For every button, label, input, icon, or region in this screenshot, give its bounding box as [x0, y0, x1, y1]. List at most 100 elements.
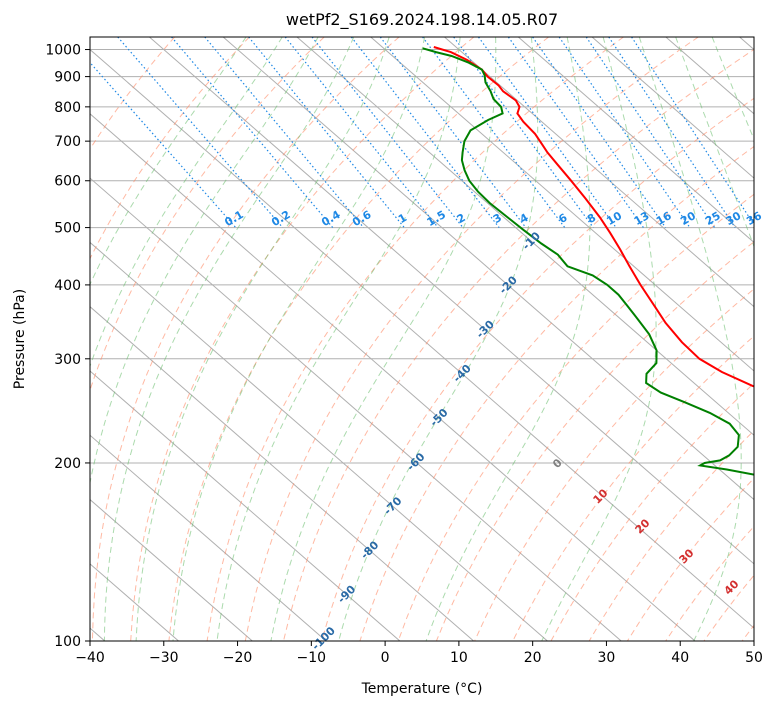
- x-tick-label: 40: [671, 650, 689, 666]
- moist-adiabat-label: 10: [591, 486, 611, 506]
- profile-line-2: [422, 47, 754, 476]
- moist-adiabat: [338, 37, 539, 641]
- isopleth-labels: 0.1 0.2 0.4 0.6 1 1.5 2 3 4 6 8 10 13 16 20 25 30 36-100-…: [222, 208, 764, 653]
- y-axis-label: Pressure (hPa): [12, 289, 28, 389]
- mixing-ratio-label: 13: [632, 209, 652, 228]
- isotherm-line: [90, 241, 548, 641]
- y-tick-label: 100: [54, 634, 81, 650]
- isotherm-line: [90, 113, 696, 641]
- mixing-ratio-line: [585, 37, 716, 228]
- y-tick-label: 1000: [45, 43, 81, 59]
- isotherm-line: [90, 306, 474, 641]
- dry-adiabat: [283, 48, 754, 641]
- mixing-ratio-label: 1.5: [425, 208, 448, 229]
- mixing-ratio-line: [171, 37, 334, 228]
- moist-adiabat: [270, 37, 497, 641]
- chart-title: wetPf2_S169.2024.198.14.05.R07: [286, 10, 558, 30]
- background-lines: [90, 37, 754, 641]
- mixing-ratio-line: [90, 61, 237, 228]
- dry-adiabat: [90, 37, 325, 392]
- isotherm-line: [90, 370, 401, 641]
- x-tick-label: 10: [450, 650, 468, 666]
- moist-adiabat: [638, 37, 742, 641]
- y-tick-label: 200: [54, 456, 81, 472]
- x-axis: −40 −30 −20 −10 0 10 20 30 40 50: [75, 641, 763, 666]
- dry-adiabat: [90, 37, 250, 260]
- dry-adiabat: [244, 37, 699, 641]
- mixing-ratio-label: 16: [654, 209, 674, 228]
- dry-adiabat: [550, 382, 754, 641]
- mixing-ratio-line: [558, 37, 691, 228]
- isotherm-line: [90, 48, 754, 629]
- isotherm-line: [90, 177, 622, 641]
- isotherm-label: -100: [309, 624, 338, 653]
- isotherm-line: [591, 37, 754, 179]
- x-tick-label: −30: [149, 650, 179, 666]
- dry-adiabat: [397, 193, 754, 641]
- isotherm-line: [222, 37, 754, 501]
- moist-adiabat: [711, 37, 754, 141]
- x-tick-label: −40: [75, 650, 105, 666]
- plot-frame: [89, 36, 755, 642]
- moist-adiabat: [90, 37, 319, 486]
- isotherm-line: [444, 37, 754, 308]
- isotherm-line: [149, 37, 754, 565]
- moist-adiabat: [135, 37, 390, 641]
- x-axis-label: Temperature (°C): [361, 681, 483, 697]
- x-tick-label: 30: [598, 650, 616, 666]
- moist-adiabat: [172, 37, 426, 641]
- mixing-ratio-label: 6: [556, 211, 569, 226]
- x-tick-label: 0: [381, 650, 390, 666]
- y-tick-label: 700: [54, 134, 81, 150]
- mixing-ratio-line: [478, 37, 617, 228]
- dry-adiabat: [91, 37, 400, 641]
- moist-adiabat: [425, 37, 591, 641]
- y-tick-label: 900: [54, 70, 81, 86]
- mixing-ratio-line: [204, 37, 365, 228]
- mixing-ratio-label: 30: [723, 209, 743, 228]
- x-tick-label: 50: [745, 650, 763, 666]
- isotherm-line: [296, 37, 754, 436]
- moist-adiabat-label: 20: [633, 516, 653, 536]
- mixing-ratio-line: [422, 37, 566, 228]
- dry-adiabat: [130, 37, 475, 641]
- moist-adiabat: [541, 37, 657, 641]
- x-tick-label: 20: [524, 650, 542, 666]
- mixing-ratio-line: [453, 37, 594, 228]
- y-tick-label: 500: [54, 221, 81, 237]
- dry-adiabat: [90, 37, 175, 151]
- mixing-ratio-label: 0.6: [350, 208, 374, 229]
- mixing-ratio-line: [631, 37, 754, 226]
- moist-adiabat: [103, 37, 355, 641]
- y-tick-label: 300: [54, 352, 81, 368]
- profile-line-1: [433, 46, 754, 388]
- moist-adiabat: [90, 37, 247, 286]
- dry-adiabat: [703, 574, 754, 641]
- mixing-ratio-line: [507, 37, 644, 228]
- dry-adiabat: [435, 241, 754, 641]
- y-tick-label: 600: [54, 174, 81, 190]
- series-layer: [422, 46, 754, 476]
- mixing-ratio-line: [350, 37, 500, 228]
- mixing-ratio-line: [248, 37, 405, 228]
- y-axis: 100 200 300 400 500 600 700 800 900 1000: [45, 43, 90, 650]
- y-tick-label: 400: [54, 278, 81, 294]
- mixing-ratio-label: 2: [455, 211, 468, 226]
- isotherm-line: [90, 498, 253, 641]
- x-tick-label: −10: [297, 650, 327, 666]
- isotherm-line: [370, 37, 754, 372]
- mixing-ratio-label: 20: [678, 209, 698, 228]
- dry-adiabat: [741, 624, 754, 641]
- mixing-ratio-label: 10: [604, 209, 624, 228]
- isotherm-line: [90, 434, 327, 641]
- mixing-ratio-line: [284, 37, 439, 228]
- mixing-ratio-line: [311, 37, 464, 228]
- x-tick-label: −20: [223, 650, 253, 666]
- dry-adiabat: [626, 477, 754, 641]
- mixing-ratio-label: 4: [518, 211, 531, 226]
- dry-adiabat: [359, 145, 754, 641]
- isotherm-line: [517, 37, 754, 244]
- mixing-ratio-label: 0.1: [222, 208, 245, 229]
- isotherm-line: [739, 37, 754, 51]
